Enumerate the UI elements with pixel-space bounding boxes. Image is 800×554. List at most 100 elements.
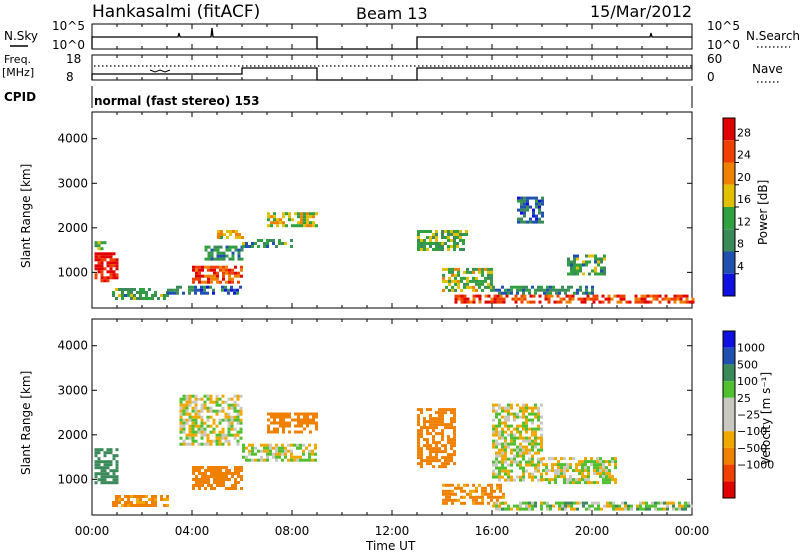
scatter-cell	[306, 412, 309, 416]
scatter-cell	[228, 277, 231, 281]
scatter-cell	[585, 288, 588, 292]
scatter-cell	[191, 427, 195, 431]
scatter-cell	[673, 300, 677, 304]
scatter-cell	[100, 466, 104, 470]
scatter-cell	[457, 282, 460, 286]
scatter-cell	[510, 291, 513, 295]
scatter-cell	[97, 457, 101, 461]
scatter-cell	[522, 454, 525, 458]
scatter-cell	[266, 242, 269, 245]
scatter-cell	[537, 285, 540, 289]
scatter-cell	[546, 285, 549, 289]
scatter-cell	[549, 285, 552, 289]
scatter-cell	[106, 279, 110, 283]
scatter-cell	[493, 495, 496, 499]
scatter-cell	[510, 442, 513, 446]
scatter-cell	[502, 297, 506, 301]
scatter-cell	[679, 297, 683, 301]
scatter-cell	[504, 442, 507, 446]
scatter-cell	[451, 483, 454, 487]
scatter-cell	[185, 421, 189, 425]
scatter-cell	[251, 242, 254, 245]
scatter-cell	[231, 257, 235, 261]
scatter-cell	[216, 257, 220, 261]
scatter-cell	[594, 254, 597, 258]
scatter-cell	[115, 448, 119, 452]
scatter-cell	[598, 300, 602, 304]
scatter-cell	[130, 495, 133, 498]
scatter-cell	[593, 481, 596, 485]
scatter-cell	[522, 507, 525, 511]
scatter-cell	[587, 475, 590, 479]
scatter-cell	[212, 288, 215, 292]
scatter-cell	[475, 489, 478, 493]
scatter-cell	[520, 300, 524, 304]
scatter-cell	[645, 504, 648, 508]
scatter-cell	[608, 481, 611, 485]
scatter-cell	[596, 463, 599, 467]
scatter-cell	[224, 285, 227, 289]
scatter-cell	[233, 436, 237, 440]
scatter-cell	[507, 406, 510, 410]
scatter-cell	[417, 233, 420, 236]
scatter-cell	[475, 486, 478, 490]
scatter-cell	[492, 460, 495, 464]
scatter-region	[167, 285, 242, 295]
scatter-cell	[426, 230, 429, 233]
scatter-cell	[303, 415, 306, 419]
scatter-cell	[218, 397, 222, 401]
scatter-cell	[606, 501, 609, 505]
scatter-cell	[557, 469, 560, 473]
scatter-cell	[450, 411, 453, 415]
scatter-cell	[207, 274, 210, 278]
scatter-cell	[294, 224, 297, 228]
scatter-cell	[239, 412, 243, 416]
scatter-cell	[216, 271, 219, 275]
scatter-cell	[525, 427, 528, 431]
scatter-cell	[510, 457, 513, 461]
scatter-cell	[217, 236, 220, 239]
scatter-cell	[197, 412, 201, 416]
scatter-cell	[636, 507, 639, 511]
scatter-cell	[234, 274, 237, 278]
scatter-cell	[142, 501, 145, 504]
scatter-cell	[549, 504, 552, 508]
scatter-cell	[481, 273, 484, 277]
scatter-cell	[594, 501, 597, 505]
scatter-cell	[251, 458, 254, 462]
scatter-cell	[535, 220, 538, 224]
scatter-cell	[475, 282, 478, 286]
scatter-cell	[498, 418, 501, 422]
scatter-cell	[535, 196, 538, 200]
scatter-cell	[495, 430, 498, 434]
scatter-cell	[435, 230, 438, 233]
scatter-region	[94, 241, 107, 251]
scatter-cell	[538, 294, 542, 298]
scatter-cell	[525, 406, 528, 410]
scatter-cell	[516, 507, 519, 511]
scatter-cell	[450, 444, 453, 448]
scatter-cell	[266, 239, 269, 242]
scatter-cell	[566, 466, 569, 470]
scatter-cell	[540, 457, 543, 461]
scatter-cell	[472, 489, 475, 493]
scatter-cell	[569, 463, 572, 467]
scatter-cell	[235, 230, 238, 233]
scatter-cell	[537, 478, 540, 482]
scatter-cell	[492, 427, 495, 431]
scatter-cell	[191, 288, 194, 292]
scatter-cell	[314, 443, 317, 447]
scatter-region	[217, 230, 244, 239]
scatter-cell	[267, 218, 270, 222]
scatter-cell	[103, 454, 107, 458]
scatter-cell	[121, 297, 124, 300]
scatter-cell	[315, 421, 318, 425]
scatter-cell	[97, 247, 101, 251]
scatter-cell	[555, 291, 558, 295]
scatter-cell	[522, 403, 525, 407]
scatter-cell	[502, 495, 505, 499]
scatter-cell	[459, 233, 462, 236]
scatter-cell	[417, 444, 420, 448]
scatter-cell	[454, 300, 458, 304]
scatter-cell	[191, 415, 195, 419]
